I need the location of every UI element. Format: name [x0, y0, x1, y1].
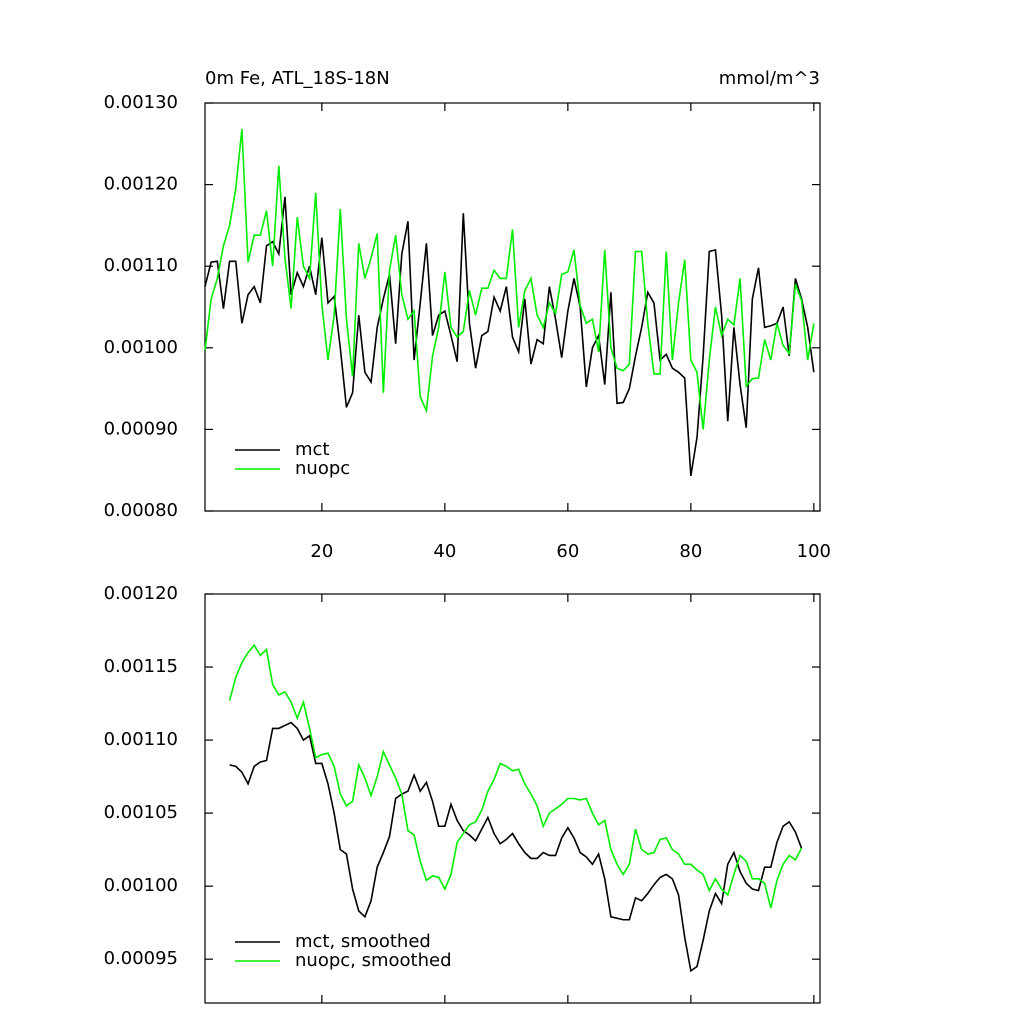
legend-label: nuopc — [295, 458, 350, 479]
y-tick-label: 0.00120 — [104, 174, 178, 195]
y-tick-label: 0.00090 — [104, 418, 178, 439]
y-tick-label: 0.00115 — [104, 656, 178, 677]
series-line — [204, 196, 815, 477]
x-tick-label: 20 — [310, 541, 333, 562]
plot-frame — [204, 593, 821, 1004]
x-tick-label: 60 — [556, 541, 579, 562]
legend-label: nuopc, smoothed — [295, 950, 452, 971]
y-tick-label: 0.00105 — [104, 802, 178, 823]
series-line — [228, 643, 803, 909]
y-tick-label: 0.00100 — [104, 337, 178, 358]
y-tick-label: 0.00120 — [104, 583, 178, 604]
units-label: mmol/m^3 — [719, 68, 820, 89]
series-line — [229, 721, 803, 973]
legend-label: mct, smoothed — [295, 931, 431, 952]
x-tick-label: 80 — [679, 541, 702, 562]
x-tick-label: 40 — [433, 541, 456, 562]
x-tick-label: 100 — [797, 541, 831, 562]
plot-frame — [204, 102, 821, 512]
chart-title: 0m Fe, ATL_18S-18N — [205, 68, 390, 89]
y-tick-label: 0.00080 — [104, 500, 178, 521]
y-tick-label: 0.00130 — [104, 92, 178, 113]
y-tick-label: 0.00110 — [104, 729, 178, 750]
legend-label: mct — [295, 439, 330, 460]
y-tick-label: 0.00100 — [104, 875, 178, 896]
y-tick-label: 0.00110 — [104, 255, 178, 276]
y-tick-label: 0.00095 — [104, 948, 178, 969]
series-line — [204, 129, 815, 430]
